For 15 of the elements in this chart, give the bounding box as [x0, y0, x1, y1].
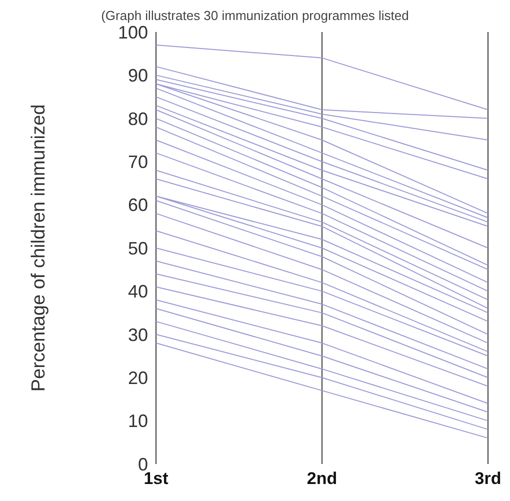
x-tick-label: 2nd	[306, 469, 338, 488]
y-tick-label: 60	[128, 195, 148, 216]
y-axis-title: Percentage of children immunized	[28, 104, 50, 392]
y-tick-label: 80	[128, 108, 148, 129]
y-tick-label: 20	[128, 368, 148, 388]
x-tick-label: 1st	[144, 469, 169, 488]
y-tick-label: 90	[128, 66, 148, 86]
y-tick-label: 50	[128, 238, 148, 258]
y-tick-label: 100	[118, 22, 148, 42]
y-tick-label: 70	[128, 152, 148, 172]
y-tick-label: 10	[128, 411, 148, 432]
chart-title: (Graph illustrates 30 immunization programmes listed	[100, 8, 410, 24]
y-tick-label: 40	[128, 282, 148, 302]
x-tick-label: 3rd	[474, 469, 502, 488]
y-tick-label: 30	[128, 324, 148, 345]
